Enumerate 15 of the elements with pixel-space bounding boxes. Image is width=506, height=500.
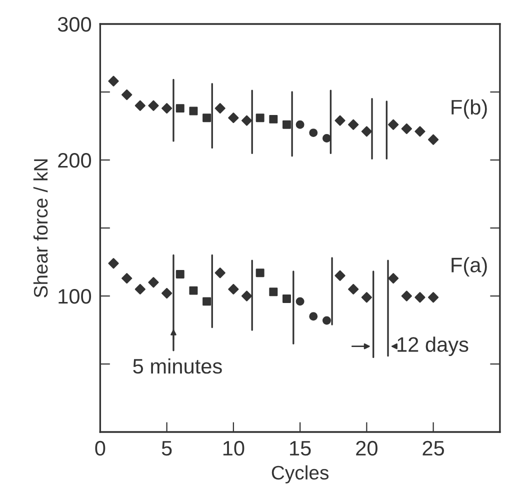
y-tick-label: 300 xyxy=(58,17,92,32)
x-tick-label: 15 xyxy=(290,441,311,456)
annotation: 5 minutes xyxy=(133,358,222,374)
series-label: F(a) xyxy=(452,257,487,277)
x-tick-label: 5 xyxy=(162,441,172,456)
x-axis-title: Cycles xyxy=(272,465,329,484)
x-tick-label: 20 xyxy=(356,440,378,456)
x-tick-label: 10 xyxy=(223,440,244,456)
y-tick-label: 100 xyxy=(58,289,92,304)
y-tick-label: 200 xyxy=(58,153,92,168)
y-axis-title: Shear force / kN xyxy=(33,159,48,298)
x-tick-label: 25 xyxy=(422,440,444,456)
x-tick-label: 0 xyxy=(95,440,106,456)
annotation: 12 days xyxy=(398,336,468,356)
legend-label: F(b) xyxy=(452,99,487,119)
